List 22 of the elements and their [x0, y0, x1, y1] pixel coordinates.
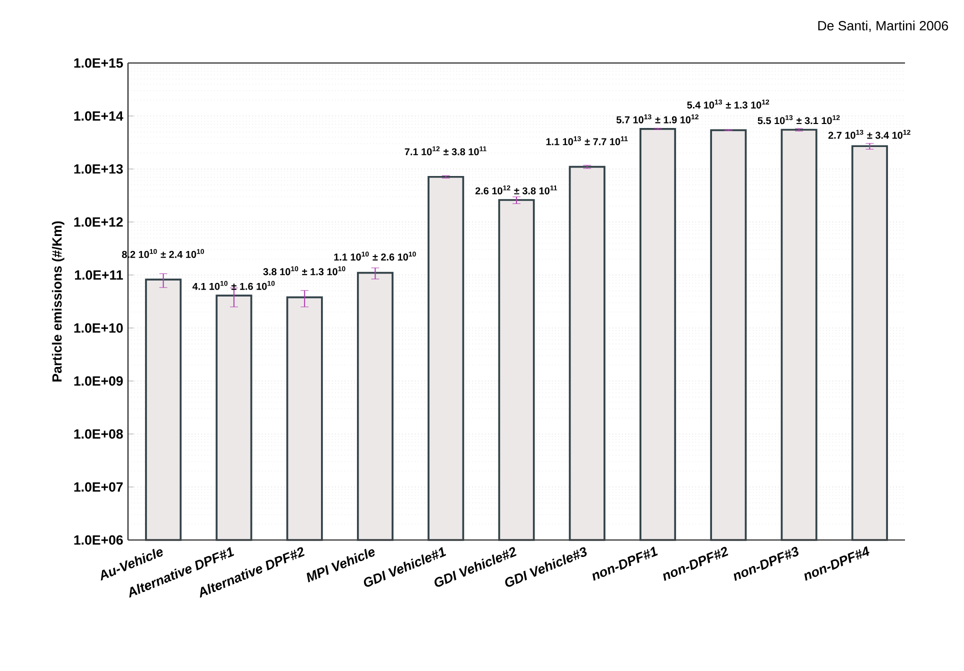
- annotation: 2.6 10$^{12}$ ± 3.8 10$^{11}$: [475, 185, 558, 194]
- annotation: 5.4 10$^{13}$ ± 1.3 10$^{12}$: [687, 100, 770, 109]
- annotation: 5.5 10$^{13}$ ± 3.1 10$^{12}$: [758, 115, 840, 124]
- y-tick-label: 1.0E+08: [74, 429, 123, 439]
- y-tick-label: 1.0E+13: [74, 164, 123, 174]
- annotation: 2.7 10$^{13}$ ± 3.4 10$^{12}$: [828, 130, 910, 139]
- y-tick-label: 1.0E+06: [74, 535, 123, 545]
- annotation: 3.8 10$^{10}$ ± 1.3 10$^{10}$: [263, 266, 346, 276]
- y-tick-label: 1.0E+15: [74, 58, 123, 68]
- annotation: 5.7 10$^{13}$ ± 1.9 10$^{12}$: [616, 114, 698, 124]
- y-tick-label: 1.0E+11: [75, 270, 123, 280]
- y-tick-label: 1.0E+14: [74, 111, 124, 121]
- y-tick-label: 1.0E+07: [74, 482, 123, 492]
- annotation: 1.1 10$^{10}$ ± 2.6 10$^{10}$: [334, 252, 416, 261]
- y-axis-title: Particle emissions (#/Km): [52, 221, 64, 382]
- annotation: 7.1 10$^{12}$ ± 3.8 10$^{11}$: [404, 146, 486, 156]
- y-tick-label: 1.0E+10: [74, 323, 123, 333]
- y-tick-label: 1.0E+09: [74, 376, 123, 386]
- annotation: 4.1 10$^{10}$ ± 1.6 10$^{10}$: [192, 280, 275, 290]
- annotation: 1.1 10$^{13}$ ± 7.7 10$^{11}$: [546, 136, 628, 146]
- y-tick-label: 1.0E+12: [74, 217, 123, 227]
- text: De Santi, Martini 2006: [818, 20, 948, 32]
